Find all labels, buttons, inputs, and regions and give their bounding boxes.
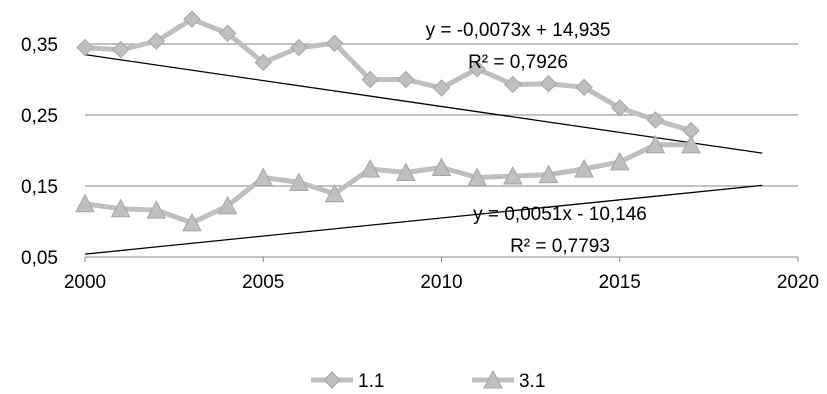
marker-s1-6 — [289, 172, 309, 191]
x-axis-tick-labels: 2000 2005 2010 2015 2020 — [64, 257, 819, 293]
legend-label-1-1: 1.1 — [358, 371, 384, 392]
series-line-0 — [84, 16, 692, 133]
legend-label-3-1: 3.1 — [519, 371, 545, 392]
x-tick-label-4: 2020 — [777, 272, 819, 293]
marker-s0-2 — [147, 32, 166, 50]
series-lines — [84, 16, 692, 226]
marker-s0-16 — [646, 111, 665, 129]
y-axis-tick-labels: 0,05 0,15 0,25 0,35 — [21, 35, 58, 269]
marker-s0-1 — [111, 40, 130, 59]
marker-s1-3 — [182, 212, 202, 232]
trendline-1 — [84, 184, 763, 255]
trendline-0 — [84, 54, 763, 154]
y-tick-label-3: 0,35 — [21, 35, 58, 56]
marker-s1-10 — [431, 157, 452, 177]
marker-s1-16 — [645, 134, 666, 154]
x-tick-label-1: 2005 — [242, 272, 284, 293]
marker-s1-11 — [467, 167, 487, 186]
marker-s1-7 — [324, 183, 345, 203]
marker-s1-17 — [681, 134, 701, 154]
x-tick-label-2: 2010 — [420, 272, 462, 293]
marker-s1-0 — [75, 193, 95, 213]
marker-s1-14 — [574, 158, 594, 178]
trendline-annotations: y = -0,0073x + 14,935 R² = 0,7926 y = 0,… — [426, 20, 647, 257]
y-tick-label-2: 0,25 — [21, 106, 58, 127]
legend-item-3-1: 3.1 — [472, 369, 545, 392]
marker-s0-4 — [218, 24, 237, 43]
series-line-1 — [84, 142, 691, 226]
marker-s0-9 — [397, 70, 415, 89]
trendlines — [84, 54, 763, 255]
marker-s1-12 — [502, 165, 523, 185]
marker-s0-15 — [611, 99, 629, 117]
marker-s1-15 — [609, 151, 630, 171]
marker-s0-8 — [361, 70, 379, 89]
marker-s0-5 — [254, 53, 272, 72]
trendline-r2-1-1: R² = 0,7926 — [468, 52, 568, 73]
marker-s0-6 — [290, 38, 308, 57]
marker-s1-4 — [217, 195, 238, 215]
trendline-r2-3-1: R² = 0,7793 — [510, 236, 610, 257]
marker-s0-11 — [468, 60, 486, 78]
y-tick-label-1: 0,15 — [21, 177, 58, 198]
legend: 1.1 3.1 — [311, 369, 545, 392]
y-tick-label-0: 0,05 — [21, 248, 58, 269]
marker-s0-7 — [325, 34, 344, 52]
legend-item-1-1: 1.1 — [311, 371, 384, 392]
trendline-equation-3-1: y = 0,0051x - 10,146 — [473, 204, 647, 225]
grid-lines — [85, 43, 798, 187]
series-markers — [75, 10, 701, 232]
marker-s1-2 — [146, 200, 167, 219]
marker-s0-3 — [183, 10, 201, 28]
marker-s1-8 — [360, 158, 381, 178]
marker-s0-0 — [76, 38, 94, 57]
marker-s1-9 — [396, 162, 416, 182]
marker-s0-12 — [504, 75, 522, 94]
marker-s0-13 — [539, 75, 558, 93]
marker-s1-1 — [110, 198, 131, 218]
marker-s1-5 — [253, 167, 274, 186]
marker-s0-14 — [575, 78, 593, 97]
marker-s1-13 — [538, 164, 559, 184]
x-tick-label-3: 2015 — [599, 272, 641, 293]
trendline-equation-1-1: y = -0,0073x + 14,935 — [426, 20, 611, 41]
marker-s0-10 — [432, 79, 451, 97]
x-tick-label-0: 2000 — [64, 272, 106, 293]
